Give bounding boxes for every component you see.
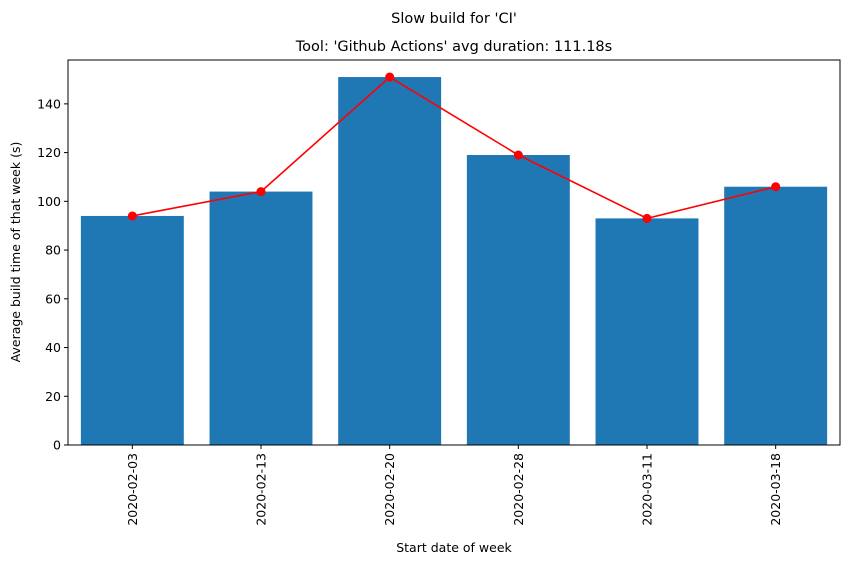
y-tick-label: 100 (37, 194, 61, 209)
y-tick-label: 20 (45, 389, 61, 404)
x-axis-label: Start date of week (396, 540, 512, 555)
y-tick-label: 60 (45, 291, 61, 306)
y-tick-label: 40 (45, 340, 61, 355)
bar (209, 191, 313, 445)
y-tick-label: 120 (37, 145, 61, 160)
bar (595, 218, 699, 445)
y-tick-label: 80 (45, 243, 61, 258)
line-point (385, 72, 395, 82)
line-point (127, 211, 137, 221)
x-tick-label: 2020-02-28 (511, 453, 526, 526)
trend-line (132, 76, 776, 220)
x-axis: 2020-02-03 2020-02-13 2020-02-20 2020-02-28… (125, 445, 783, 526)
x-tick-label: 2020-02-13 (254, 453, 269, 526)
y-axis-label: Average build time of that week (s) (8, 142, 23, 363)
line-series (127, 72, 781, 223)
line-point (513, 150, 523, 160)
chart-title: Tool: 'Github Actions' avg duration: 111… (295, 39, 612, 55)
x-tick-label: 2020-03-11 (640, 453, 655, 526)
bar-series (80, 77, 828, 445)
bar (466, 155, 570, 445)
bar (338, 77, 442, 445)
y-axis: 0 20 40 60 80 100 120 140 (37, 96, 68, 453)
line-point (642, 213, 652, 223)
bar (724, 186, 828, 445)
x-tick-label: 2020-03-18 (768, 453, 783, 526)
y-tick-label: 140 (37, 96, 61, 111)
bar (80, 215, 184, 445)
x-tick-label: 2020-02-20 (382, 453, 397, 526)
line-point (256, 187, 266, 197)
line-point (771, 182, 781, 192)
x-tick-label: 2020-02-03 (125, 453, 140, 526)
chart-suptitle: Slow build for 'CI' (391, 11, 517, 27)
y-tick-label: 0 (53, 438, 61, 453)
plot-frame (67, 59, 841, 446)
